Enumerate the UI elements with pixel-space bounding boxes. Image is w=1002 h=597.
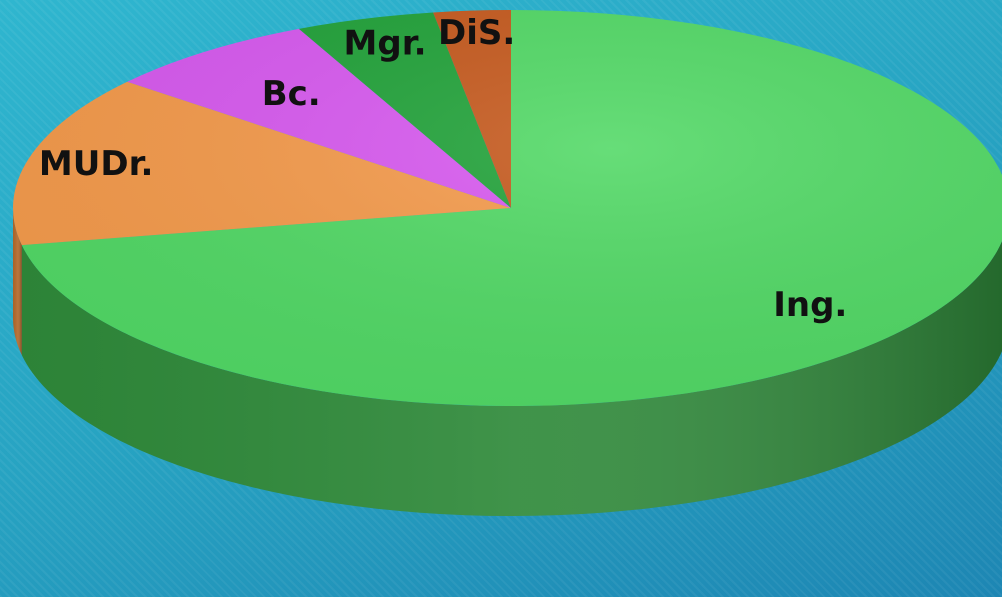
pie-label-mgr: Mgr.: [344, 24, 427, 64]
pie-slices: [12, 10, 1002, 406]
pie-labels: Ing. MUDr. Bc. Mgr. DiS.: [39, 13, 847, 325]
pie-label-mudr: MUDr.: [39, 144, 154, 184]
pie-label-bc: Bc.: [262, 74, 321, 114]
pie-label-dis: DiS.: [438, 13, 515, 53]
pie-label-ing: Ing.: [773, 285, 847, 325]
pie-side-shade-ing: [21, 240, 1002, 516]
